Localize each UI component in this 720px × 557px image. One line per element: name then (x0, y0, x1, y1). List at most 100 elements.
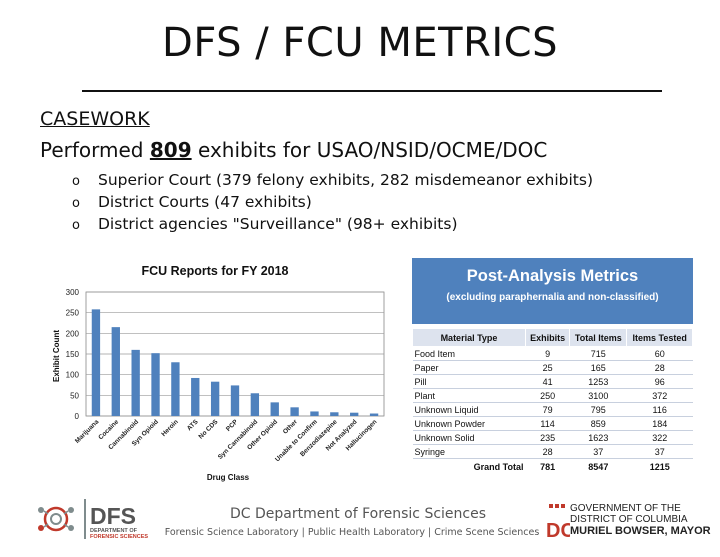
metrics-header-row: Material Type Exhibits Total Items Items… (412, 328, 693, 347)
exhibits-cell: 28 (525, 444, 570, 459)
items-tested-cell: 96 (626, 374, 693, 389)
slide-title: DFS / FCU METRICS (162, 20, 558, 66)
grand-total-tested: 1215 (649, 462, 670, 472)
exhibits-cell: 9 (525, 346, 570, 361)
y-tick-label: 300 (66, 288, 80, 297)
exhibits-cell: 114 (525, 416, 570, 431)
table-row: Pill 41 1253 96 (412, 374, 693, 389)
items-tested-cell: 184 (626, 416, 693, 431)
chart-y-axis-label: Exhibit Count (52, 330, 61, 382)
table-row: Unknown Solid 235 1623 322 (412, 430, 693, 445)
total-items-cell: 1623 (569, 430, 627, 445)
dfs-emblem-icon: DFS DEPARTMENT OF FORENSIC SCIENCES (38, 499, 148, 540)
x-tick-label: No CDS (197, 418, 220, 441)
chart-title: FCU Reports for FY 2018 (141, 264, 288, 278)
bar (230, 385, 240, 416)
exhibits-cell: 250 (525, 388, 570, 403)
material-type-cell: Unknown Liquid (412, 402, 526, 417)
bar (369, 413, 379, 416)
chart-svg: FCU Reports for FY 2018 0 50 100 150 200 250 3… (52, 264, 385, 482)
exhibits-cell: 25 (525, 360, 570, 375)
bar (250, 393, 260, 416)
gov-line1: GOVERNMENT OF THE (570, 503, 681, 514)
table-row: Unknown Liquid 79 795 116 (412, 402, 693, 417)
bullet-mark: o (72, 218, 80, 233)
bullet-text: Superior Court (379 felony exhibits, 282… (98, 171, 594, 189)
exhibits-cell: 79 (525, 402, 570, 417)
items-tested-cell: 372 (626, 388, 693, 403)
gov-line3: MURIEL BOWSER, MAYOR (570, 525, 711, 537)
material-type-cell: Unknown Powder (412, 416, 526, 431)
dc-government-logo: DC GOVERNMENT OF THE DISTRICT OF COLUMBI… (546, 500, 711, 544)
fcu-reports-chart: FCU Reports for FY 2018 0 50 100 150 200 250 3… (40, 258, 390, 490)
table-row: Plant 250 3100 372 (412, 388, 693, 403)
x-tick-label: Heroin (160, 418, 180, 438)
table-row: Unknown Powder 114 859 184 (412, 416, 693, 431)
total-items-cell: 3100 (569, 388, 627, 403)
y-tick-label: 200 (66, 329, 80, 338)
dc-flag-icon: DC (546, 504, 570, 542)
metrics-title: Post-Analysis Metrics (466, 267, 639, 285)
title-rule (82, 90, 662, 92)
footer-department: DC Department of Forensic Sciences (229, 506, 487, 522)
headline-suffix: exhibits for USAO/NSID/OCME/DOC (197, 138, 548, 162)
dfs-logo: DFS DEPARTMENT OF FORENSIC SCIENCES (36, 497, 156, 541)
bar (171, 362, 180, 416)
total-items-cell: 37 (569, 444, 627, 459)
grand-total-row: Grand Total 781 8547 1215 (413, 459, 693, 476)
x-tick-label: PCP (225, 418, 240, 433)
total-items-cell: 795 (569, 402, 627, 417)
bar (270, 402, 279, 416)
material-type-cell: Food Item (412, 346, 526, 361)
table-row: Paper 25 165 28 (412, 360, 693, 375)
headline-number: 809 (149, 138, 192, 162)
headline-prefix: Performed (40, 138, 144, 162)
items-tested-cell: 322 (626, 430, 693, 445)
bar (111, 327, 120, 416)
y-tick-label: 250 (66, 309, 80, 318)
bar (191, 377, 200, 416)
bullet-list: o Superior Court (379 felony exhibits, 28… (72, 170, 593, 236)
bar (350, 412, 359, 416)
section-heading: CASEWORK (40, 108, 150, 130)
metrics-header: Post-Analysis Metrics (excluding paraphe… (412, 258, 693, 324)
metrics-table: Material Type Exhibits Total Items Items… (412, 328, 693, 475)
y-tick-label: 0 (75, 412, 80, 421)
x-tick-label: ATS (186, 418, 200, 432)
table-row: Food Item 9 715 60 (412, 346, 693, 361)
y-tick-label: 50 (70, 391, 79, 400)
grand-total-exhibits: 781 (540, 462, 556, 472)
items-tested-cell: 116 (626, 402, 693, 417)
material-type-cell: Paper (412, 360, 526, 375)
x-tick-label: Other (282, 418, 300, 436)
bullet-item: o District agencies "Surveillance" (98+ e… (72, 214, 593, 236)
chart-y-ticks: 0 50 100 150 200 250 300 (66, 288, 80, 421)
items-tested-cell: 60 (626, 346, 693, 361)
bar (290, 407, 299, 416)
bullet-mark: o (72, 196, 80, 211)
grand-total-items: 8547 (588, 462, 609, 472)
bullet-item: o District Courts (47 exhibits) (72, 192, 593, 214)
table-row: Syringe 28 37 37 (412, 444, 693, 459)
column-header: Total Items (569, 328, 628, 347)
chart-bars (91, 309, 379, 416)
items-tested-cell: 37 (626, 444, 693, 459)
bar (330, 412, 339, 416)
metrics-subtitle: (excluding paraphernalia and non-classif… (446, 292, 659, 303)
total-items-cell: 1253 (569, 374, 627, 389)
total-items-cell: 859 (569, 416, 627, 431)
dc-mark: DC (546, 520, 570, 542)
footer-subline: Forensic Science Laboratory | Public Hea… (164, 527, 540, 538)
column-header: Material Type (412, 328, 526, 347)
x-tick-label: Marijuana (74, 418, 101, 445)
dfs-logo-line2: FORENSIC SCIENCES (90, 534, 148, 540)
bar (91, 309, 101, 416)
bullet-item: o Superior Court (379 felony exhibits, 28… (72, 170, 593, 192)
material-type-cell: Pill (412, 374, 526, 389)
bullet-text: District Courts (47 exhibits) (98, 193, 312, 211)
bar (210, 381, 220, 416)
bar (151, 353, 160, 416)
total-items-cell: 165 (569, 360, 627, 375)
column-header: Exhibits (524, 328, 571, 347)
